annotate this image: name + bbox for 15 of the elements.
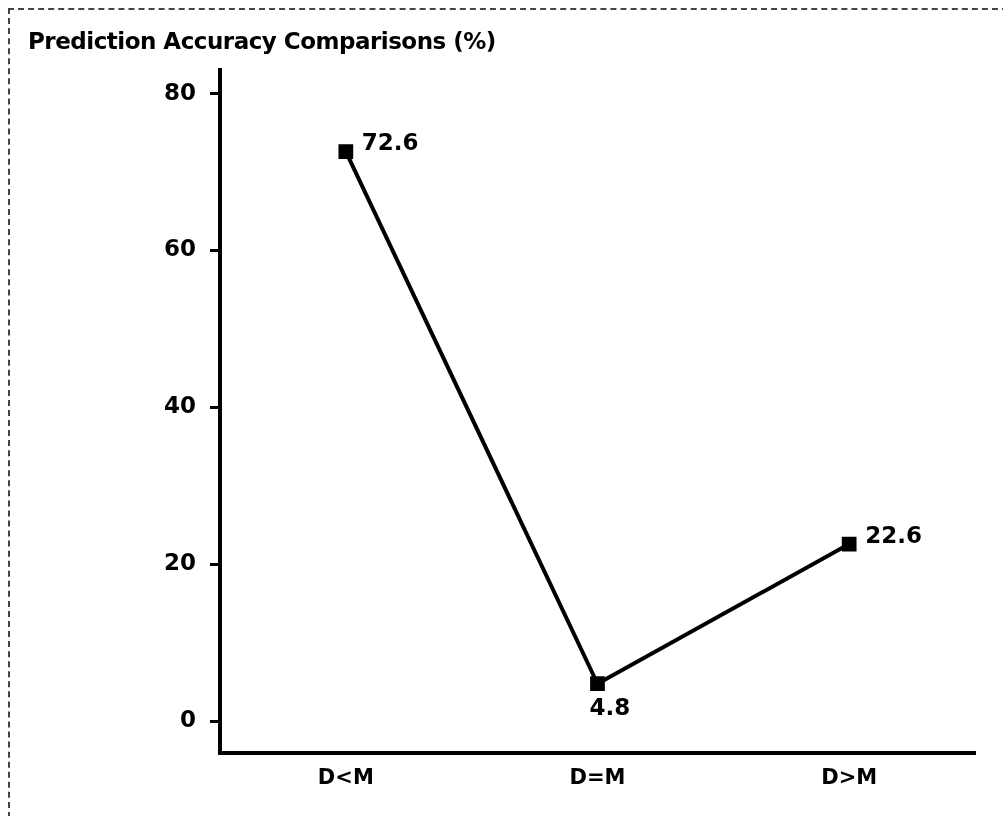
y-tick-label: 80	[163, 78, 197, 105]
y-tick-label: 20	[163, 549, 197, 576]
y-tick-label: 0	[179, 706, 197, 733]
x-tick-label: D=M	[569, 764, 626, 789]
point	[841, 536, 857, 552]
chart-title: Prediction Accuracy Comparisons (%)	[28, 28, 496, 54]
y-tick-label: 60	[163, 235, 197, 262]
x-tick-label: D<M	[317, 764, 374, 789]
y-tick-label: 40	[163, 392, 197, 419]
point	[338, 144, 354, 159]
x-tick-label: D>M	[821, 764, 878, 789]
data-label: 22.6	[865, 521, 922, 548]
point	[590, 676, 605, 692]
data-label: 4.8	[589, 694, 631, 721]
data-label: 72.6	[361, 129, 419, 156]
